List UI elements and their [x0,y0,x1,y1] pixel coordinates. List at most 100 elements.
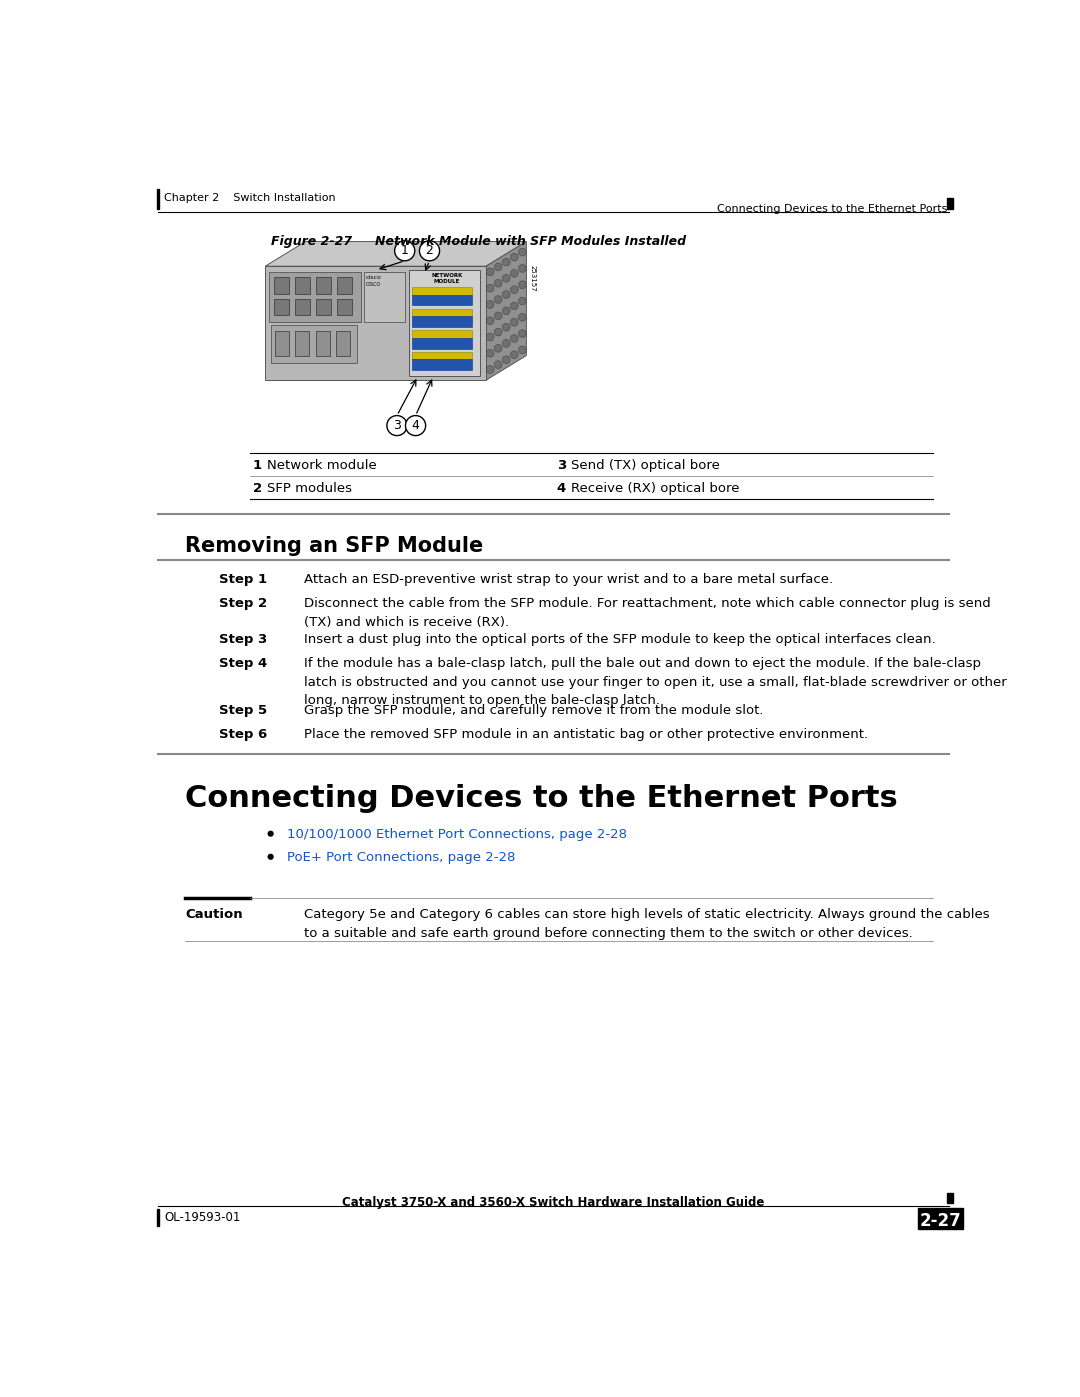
Circle shape [511,302,518,310]
Bar [947,1193,953,1203]
Text: Step 4: Step 4 [218,658,267,671]
Circle shape [511,286,518,293]
Text: MODULE: MODULE [433,278,460,284]
Circle shape [511,351,518,359]
Circle shape [518,264,526,272]
Circle shape [268,854,273,861]
Text: 1: 1 [401,244,408,257]
Circle shape [518,330,526,338]
Bar [337,277,352,293]
Circle shape [268,831,273,837]
Text: Connecting Devices to the Ethernet Ports: Connecting Devices to the Ethernet Ports [717,204,947,214]
Bar [413,359,472,370]
Circle shape [511,270,518,277]
Circle shape [518,281,526,289]
Circle shape [387,415,407,436]
Bar [295,277,310,293]
Text: Catalyst 3750-X and 3560-X Switch Hardware Installation Guide: Catalyst 3750-X and 3560-X Switch Hardwa… [342,1196,765,1210]
Text: Attach an ESD-preventive wrist strap to your wrist and to a bare metal surface.: Attach an ESD-preventive wrist strap to … [303,573,833,585]
Polygon shape [486,242,526,380]
Circle shape [486,349,494,358]
Text: SFP modules: SFP modules [267,482,352,495]
Bar [269,272,361,321]
Text: If the module has a bale-clasp latch, pull the bale out and down to eject the mo: If the module has a bale-clasp latch, pu… [303,658,1007,707]
Bar [364,272,405,321]
Text: 3: 3 [393,419,401,432]
Text: 10/100/1000 Ethernet Port Connections, page 2-28: 10/100/1000 Ethernet Port Connections, p… [287,828,626,841]
Circle shape [486,285,494,292]
Circle shape [486,317,494,324]
Text: 3: 3 [556,458,566,472]
Text: Place the removed SFP module in an antistatic bag or other protective environmen: Place the removed SFP module in an antis… [303,728,868,742]
Circle shape [495,296,502,303]
Text: Figure 2-27: Figure 2-27 [271,236,352,249]
Bar [315,299,332,316]
Bar [413,330,472,338]
Text: 2-27: 2-27 [919,1211,961,1229]
Polygon shape [266,242,526,267]
Bar [413,309,472,316]
Text: PoE+ Port Connections, page 2-28: PoE+ Port Connections, page 2-28 [287,851,515,865]
Circle shape [394,240,415,261]
Circle shape [518,249,526,256]
Bar [918,1208,962,1229]
Text: NETWORK: NETWORK [432,274,463,278]
Text: Connecting Devices to the Ethernet Ports: Connecting Devices to the Ethernet Ports [186,784,899,813]
Text: Network Module with SFP Modules Installed: Network Module with SFP Modules Installe… [375,236,687,249]
Bar [157,1210,159,1227]
Circle shape [495,328,502,335]
Circle shape [502,323,510,331]
Bar [413,352,472,359]
Text: Grasp the SFP module, and carefully remove it from the module slot.: Grasp the SFP module, and carefully remo… [303,704,764,717]
Text: 1: 1 [253,458,262,472]
Bar [413,338,472,349]
Text: Insert a dust plug into the optical ports of the SFP module to keep the optical : Insert a dust plug into the optical port… [303,633,935,645]
Circle shape [502,356,510,363]
Text: Caution: Caution [186,908,243,922]
Circle shape [502,258,510,265]
Text: 2: 2 [426,244,433,257]
Bar [947,198,953,210]
Circle shape [502,291,510,299]
Circle shape [419,240,440,261]
Text: Step 2: Step 2 [218,598,267,610]
Text: Disconnect the cable from the SFP module. For reattachment, note which cable con: Disconnect the cable from the SFP module… [303,598,990,629]
Bar [271,324,356,363]
Bar [413,295,472,306]
Circle shape [502,307,510,314]
Text: Removing an SFP Module: Removing an SFP Module [186,535,484,556]
Circle shape [486,366,494,373]
Text: Category 5e and Category 6 cables can store high levels of static electricity. A: Category 5e and Category 6 cables can st… [303,908,989,940]
Text: Step 1: Step 1 [218,573,267,585]
Text: Step 3: Step 3 [218,633,267,645]
Bar [337,299,352,316]
Circle shape [405,415,426,436]
Circle shape [486,332,494,341]
Circle shape [495,345,502,352]
Circle shape [495,312,502,320]
Bar [266,267,486,380]
Bar [336,331,350,355]
Text: Send (TX) optical bore: Send (TX) optical bore [570,458,719,472]
Bar [408,270,480,376]
Circle shape [486,268,494,275]
Circle shape [518,346,526,353]
Text: 253157: 253157 [529,264,536,292]
Bar [275,331,289,355]
Circle shape [511,319,518,326]
Circle shape [511,253,518,261]
Bar [413,316,472,327]
Circle shape [502,339,510,348]
Circle shape [495,263,502,271]
Text: CISCO: CISCO [366,282,381,286]
Circle shape [502,274,510,282]
Text: Receive (RX) optical bore: Receive (RX) optical bore [570,482,739,495]
Text: OL-19593-01: OL-19593-01 [164,1211,241,1224]
Circle shape [511,335,518,342]
Text: Chapter 2    Switch Installation: Chapter 2 Switch Installation [164,193,336,203]
Bar [413,286,472,295]
Text: Step 5: Step 5 [218,704,267,717]
Circle shape [486,300,494,309]
Bar [296,331,309,355]
Text: cisco: cisco [366,275,382,281]
